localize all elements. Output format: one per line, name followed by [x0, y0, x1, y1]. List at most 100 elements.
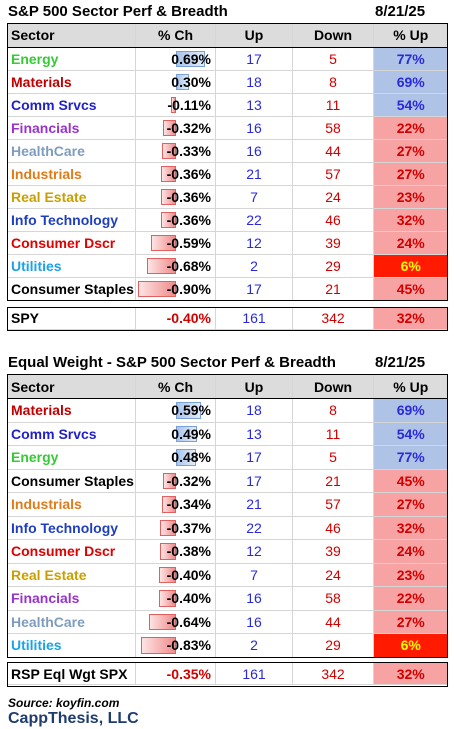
table-row: Consumer Staples -0.32% 17 21 45%: [7, 469, 448, 493]
pct-change-bar: [162, 119, 176, 136]
down-count: 21: [292, 469, 374, 493]
column-header: Up: [215, 24, 293, 48]
pct-change-bar: [160, 519, 176, 536]
sector-name: RSP Eql Wgt SPX: [7, 663, 136, 685]
pct-change-bar: [176, 425, 197, 442]
sector-name: HealthCare: [7, 139, 136, 163]
table-row: HealthCare -0.33% 16 44 27%: [7, 139, 448, 163]
up-count: 22: [215, 516, 293, 540]
pct-up-value: 27%: [373, 492, 448, 517]
table-title-row: S&P 500 Sector Perf & Breadth 8/21/25: [0, 1, 454, 23]
up-count: 18: [215, 398, 293, 423]
pct-up-value: 45%: [373, 277, 448, 301]
column-header: Sector: [7, 375, 136, 399]
pct-change-value: -0.36%: [166, 211, 211, 228]
pct-change-value: -0.37%: [166, 519, 211, 536]
pct-change-value: -0.40%: [166, 590, 211, 607]
sector-name: HealthCare: [7, 610, 136, 634]
pct-change-cell: -0.34%: [135, 492, 216, 517]
up-count: 16: [215, 586, 293, 611]
pct-change-value: -0.40%: [166, 310, 211, 327]
sector-name: Real Estate: [7, 563, 136, 587]
up-count: 21: [215, 162, 293, 186]
pct-up-value: 32%: [373, 516, 448, 540]
pct-change-cell: -0.83%: [135, 633, 216, 658]
pct-change-bar: [176, 449, 197, 466]
up-count: 18: [215, 70, 293, 94]
pct-change-cell: 0.49%: [135, 422, 216, 446]
pct-up-value: 24%: [373, 231, 448, 255]
pct-change-value: 0.59%: [171, 402, 211, 419]
pct-up-value: 6%: [373, 254, 448, 278]
up-count: 7: [215, 185, 293, 209]
pct-change-cell: -0.37%: [135, 516, 216, 540]
table-row: Financials -0.40% 16 58 22%: [7, 586, 448, 611]
column-header: % Ch: [135, 24, 216, 48]
pct-change-bar: [162, 472, 176, 489]
pct-change-cell: -0.36%: [135, 185, 216, 209]
pct-change-bar: [161, 496, 176, 513]
table-row: Industrials -0.34% 21 57 27%: [7, 492, 448, 517]
pct-change-bar: [151, 234, 176, 251]
up-count: 2: [215, 254, 293, 278]
pct-change-cell: -0.59%: [135, 231, 216, 255]
down-count: 46: [292, 516, 374, 540]
pct-change-bar: [176, 73, 189, 90]
pct-change-value: -0.36%: [166, 165, 211, 182]
table-row: Energy 0.69% 17 5 77%: [7, 47, 448, 71]
down-count: 11: [292, 93, 374, 117]
pct-up-value: 54%: [373, 93, 448, 117]
pct-change-cell: -0.40%: [135, 563, 216, 587]
table-row: Real Estate -0.40% 7 24 23%: [7, 563, 448, 587]
pct-change-bar: [159, 566, 176, 583]
sector-name: Financials: [7, 116, 136, 140]
pct-change-bar: [141, 637, 176, 654]
pct-change-bar: [176, 50, 206, 67]
pct-up-value: 6%: [373, 633, 448, 658]
sector-name: Financials: [7, 586, 136, 611]
pct-change-value: 0.30%: [171, 73, 211, 90]
up-count: 12: [215, 539, 293, 564]
sector-name: Utilities: [7, 254, 136, 278]
pct-change-value: -0.36%: [166, 188, 211, 205]
table-row: Materials 0.30% 18 8 69%: [7, 70, 448, 94]
sector-name: Utilities: [7, 633, 136, 658]
pct-change-bar: [149, 613, 176, 630]
pct-change-value: -0.90%: [166, 280, 211, 297]
pct-change-value: 0.48%: [171, 449, 211, 466]
up-count: 16: [215, 116, 293, 140]
sector-name: Industrials: [7, 492, 136, 517]
up-count: 161: [215, 308, 293, 330]
total-table: RSP Eql Wgt SPX -0.35% 161 342 32%: [7, 663, 448, 685]
pct-up-value: 27%: [373, 162, 448, 186]
down-count: 11: [292, 422, 374, 446]
pct-change-value: -0.32%: [166, 472, 211, 489]
table-row: Consumer Dscr -0.38% 12 39 24%: [7, 539, 448, 564]
down-count: 21: [292, 277, 374, 301]
pct-up-value: 22%: [373, 586, 448, 611]
down-count: 342: [292, 663, 374, 685]
sector-name: Comm Srvcs: [7, 422, 136, 446]
table-row: Energy 0.48% 17 5 77%: [7, 445, 448, 470]
up-count: 7: [215, 563, 293, 587]
pct-change-bar: [160, 543, 176, 560]
sector-name: Consumer Staples: [7, 469, 136, 493]
up-count: 16: [215, 610, 293, 634]
pct-up-value: 45%: [373, 469, 448, 493]
pct-change-bar: [160, 165, 176, 182]
total-table: SPY -0.40% 161 342 32%: [7, 308, 448, 330]
column-header: % Ch: [135, 375, 216, 399]
table-row: Utilities -0.83% 2 29 6%: [7, 633, 448, 658]
down-count: 46: [292, 208, 374, 232]
sector-name: Info Technology: [7, 516, 136, 540]
up-count: 22: [215, 208, 293, 232]
sector-name: SPY: [7, 308, 136, 330]
pct-change-bar: [147, 257, 176, 274]
up-count: 2: [215, 633, 293, 658]
sector-name: Industrials: [7, 162, 136, 186]
down-count: 8: [292, 398, 374, 423]
pct-change-value: -0.64%: [166, 613, 211, 630]
pct-change-cell: -0.36%: [135, 162, 216, 186]
pct-up-value: 24%: [373, 539, 448, 564]
pct-change-bar: [176, 402, 201, 419]
